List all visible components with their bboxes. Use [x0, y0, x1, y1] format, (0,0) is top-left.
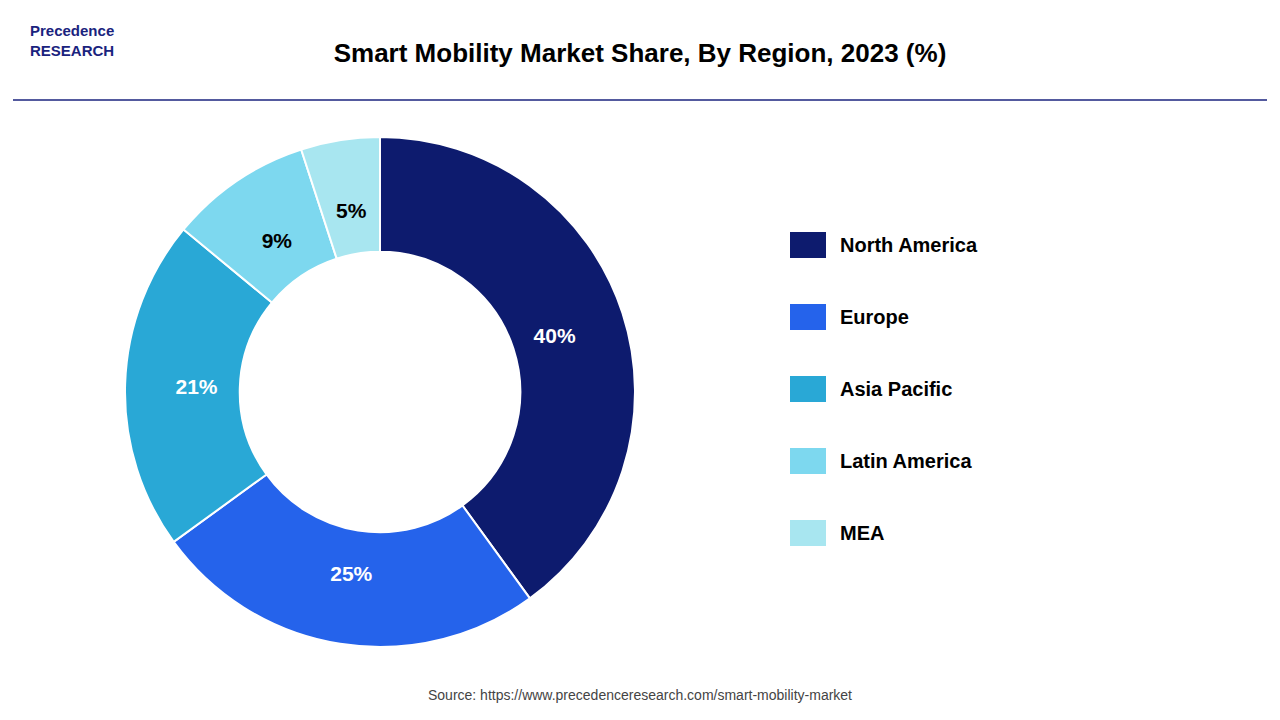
legend-label: MEA [840, 522, 884, 544]
legend-swatch [790, 376, 826, 402]
title: Smart Mobility Market Share, By Region, … [334, 38, 947, 68]
legend-swatch [790, 448, 826, 474]
legend-item: Asia Pacific [790, 376, 952, 402]
legend-label: Europe [840, 306, 909, 328]
data-labels: 40% 25% 21% 9% 5% [175, 199, 575, 585]
donut [125, 137, 635, 647]
logo-line: Precedence [30, 22, 114, 39]
chart: Smart Mobility Market Share, By Region, … [0, 0, 1280, 720]
legend-label: Latin America [840, 450, 972, 472]
legend-item: Europe [790, 304, 909, 330]
slice [301, 137, 380, 259]
legend-swatch [790, 520, 826, 546]
logo-line: RESEARCH [30, 42, 114, 59]
logo-annotation: Precedence RESEARCH [30, 22, 114, 59]
data-label: 9% [262, 229, 293, 252]
legend-label: Asia Pacific [840, 378, 952, 400]
data-label: 21% [175, 375, 217, 398]
legend-swatch [790, 304, 826, 330]
legend-item: MEA [790, 520, 884, 546]
legend-label: North America [840, 234, 978, 256]
source-annotation: Source: https://www.precedenceresearch.c… [428, 687, 852, 703]
legend-item: Latin America [790, 448, 972, 474]
legend-item: North America [790, 232, 978, 258]
separator [13, 99, 1267, 101]
legend: North America Europe Asia Pacific Latin Ame… [790, 232, 978, 546]
data-label: 40% [534, 324, 576, 347]
data-label: 5% [336, 199, 367, 222]
data-label: 25% [330, 562, 372, 585]
legend-swatch [790, 232, 826, 258]
